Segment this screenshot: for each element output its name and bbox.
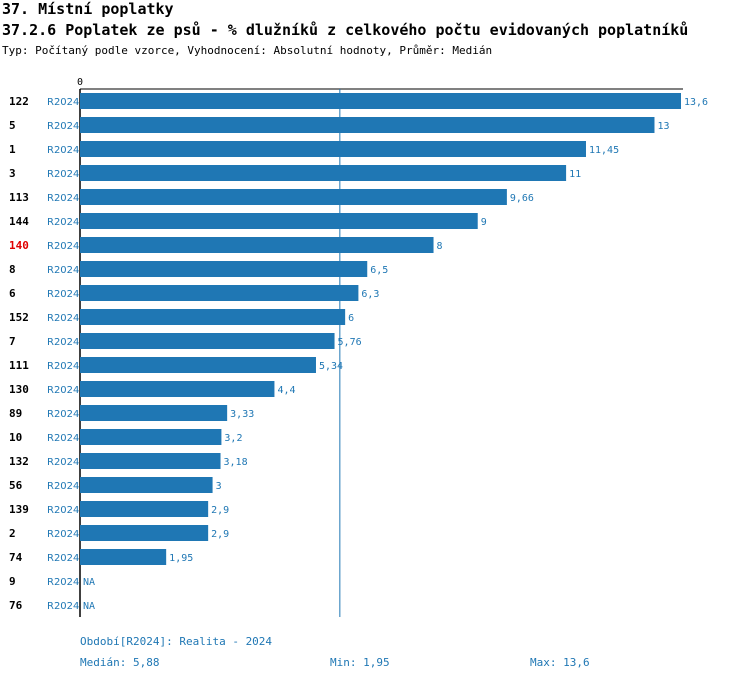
value-label: 2,9 — [211, 529, 229, 540]
category-label: 6 — [9, 287, 16, 300]
category-label: 130 — [9, 383, 29, 396]
series-label: R2024 — [47, 289, 79, 300]
category-label: 56 — [9, 479, 23, 492]
series-label: R2024 — [47, 193, 79, 204]
series-label: R2024 — [47, 577, 79, 588]
category-label: 10 — [9, 431, 22, 444]
category-label: 1 — [9, 143, 16, 156]
category-label: 144 — [9, 215, 29, 228]
value-label: NA — [83, 601, 95, 612]
series-label: R2024 — [47, 145, 79, 156]
value-label: 6 — [348, 313, 354, 324]
value-label: 13,6 — [684, 97, 708, 108]
category-label: 132 — [9, 455, 29, 468]
series-label: R2024 — [47, 385, 79, 396]
category-label: 2 — [9, 527, 16, 540]
category-label: 74 — [9, 551, 23, 564]
value-label: 11 — [569, 169, 581, 180]
bar — [80, 429, 222, 445]
footer-period: Období[R2024]: Realita - 2024 — [80, 635, 273, 648]
series-label: R2024 — [47, 433, 79, 444]
bar — [80, 357, 316, 373]
category-label: 111 — [9, 359, 29, 372]
value-label: 2,9 — [211, 505, 229, 516]
category-label: 152 — [9, 311, 29, 324]
category-label: 89 — [9, 407, 22, 420]
series-label: R2024 — [47, 457, 79, 468]
bar — [80, 477, 213, 493]
series-label: R2024 — [47, 121, 79, 132]
page-title: 37. Místní poplatky — [2, 0, 174, 18]
bar — [80, 309, 346, 325]
series-label: R2024 — [47, 361, 79, 372]
category-label: 76 — [9, 599, 23, 612]
series-label: R2024 — [47, 601, 79, 612]
value-label: 6,5 — [370, 265, 388, 276]
bar — [80, 261, 368, 277]
footer-median: Medián: 5,88 — [80, 656, 160, 669]
bar — [80, 381, 275, 397]
value-label: 6,3 — [361, 289, 379, 300]
bar — [80, 405, 228, 421]
bar — [80, 333, 335, 349]
bar — [80, 141, 586, 157]
category-label: 139 — [9, 503, 29, 516]
series-label: R2024 — [47, 553, 79, 564]
bar — [80, 285, 359, 301]
series-label: R2024 — [47, 529, 79, 540]
category-label: 3 — [9, 167, 16, 180]
bar — [80, 501, 209, 517]
bar — [80, 93, 681, 109]
category-label: 122 — [9, 95, 29, 108]
category-label: 7 — [9, 335, 16, 348]
bar-chart: 0 122 R2024 13,6 5 R2024 13 1 R2024 11,45 3 R2024 11… — [9, 77, 708, 617]
category-label: 9 — [9, 575, 16, 588]
value-label: 8 — [437, 241, 443, 252]
value-label: 11,45 — [589, 145, 619, 156]
category-label: 140 — [9, 239, 29, 252]
value-label: 9 — [481, 217, 487, 228]
value-label: 3 — [216, 481, 222, 492]
series-label: R2024 — [47, 505, 79, 516]
category-label: 8 — [9, 263, 16, 276]
chart-type-info: Typ: Počítaný podle vzorce, Vyhodnocení:… — [2, 44, 493, 57]
chart-title: 37.2.6 Poplatek ze psů - % dlužníků z ce… — [2, 21, 689, 39]
footer-min: Min: 1,95 — [330, 656, 390, 669]
bar — [80, 117, 655, 133]
series-label: R2024 — [47, 337, 79, 348]
value-label: NA — [83, 577, 95, 588]
series-label: R2024 — [47, 97, 79, 108]
bar — [80, 165, 567, 181]
bar — [80, 453, 221, 469]
bar — [80, 549, 167, 565]
category-label: 5 — [9, 119, 16, 132]
series-label: R2024 — [47, 409, 79, 420]
value-label: 3,18 — [224, 457, 248, 468]
value-label: 3,33 — [230, 409, 254, 420]
category-label: 113 — [9, 191, 29, 204]
bar — [80, 525, 209, 541]
series-label: R2024 — [47, 313, 79, 324]
series-label: R2024 — [47, 169, 79, 180]
value-label: 4,4 — [277, 385, 295, 396]
bar — [80, 237, 434, 253]
series-label: R2024 — [47, 217, 79, 228]
value-label: 1,95 — [169, 553, 193, 564]
series-label: R2024 — [47, 265, 79, 276]
footer-max: Max: 13,6 — [530, 656, 590, 669]
value-label: 3,2 — [224, 433, 242, 444]
series-label: R2024 — [47, 481, 79, 492]
bar — [80, 189, 507, 205]
bar — [80, 213, 478, 229]
value-label: 13 — [657, 121, 669, 132]
x-axis-zero-label: 0 — [77, 77, 83, 88]
value-label: 9,66 — [510, 193, 534, 204]
value-label: 5,34 — [319, 361, 343, 372]
value-label: 5,76 — [338, 337, 362, 348]
series-label: R2024 — [47, 241, 79, 252]
